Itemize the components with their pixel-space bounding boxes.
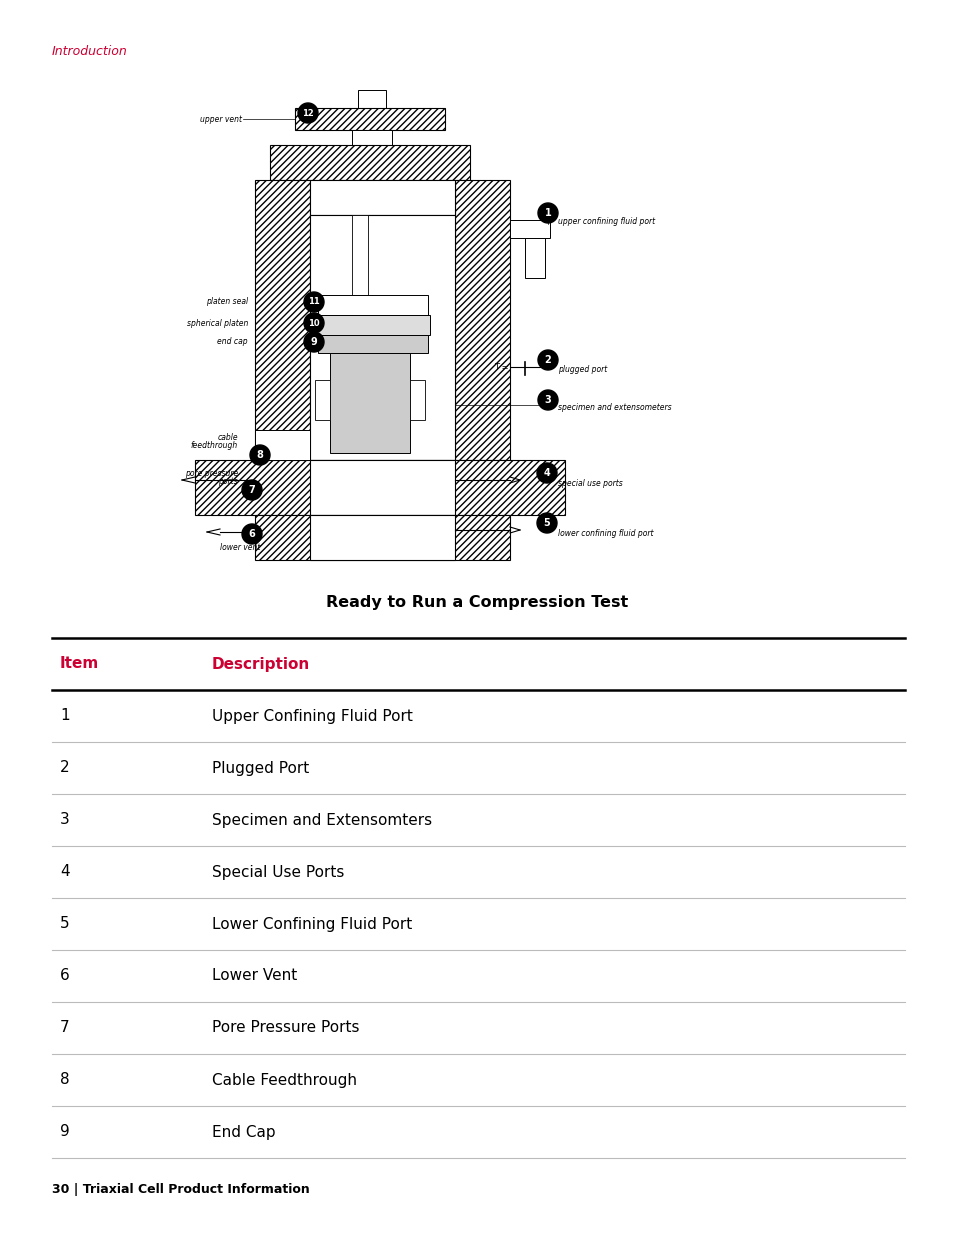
Text: 4: 4 xyxy=(543,468,550,478)
Text: 9: 9 xyxy=(60,1125,70,1140)
Text: 8: 8 xyxy=(60,1072,70,1088)
Circle shape xyxy=(537,390,558,410)
Text: plugged port: plugged port xyxy=(558,366,607,374)
Circle shape xyxy=(537,203,558,224)
Text: 4: 4 xyxy=(60,864,70,879)
Bar xyxy=(524,238,544,278)
Text: Introduction: Introduction xyxy=(52,44,128,58)
Bar xyxy=(317,335,428,353)
Text: upper vent: upper vent xyxy=(200,115,242,124)
Bar xyxy=(270,144,470,180)
Text: 3: 3 xyxy=(544,395,551,405)
Text: 7: 7 xyxy=(60,1020,70,1035)
Text: End Cap: End Cap xyxy=(212,1125,275,1140)
Text: Lower Confining Fluid Port: Lower Confining Fluid Port xyxy=(212,916,412,931)
Text: end cap: end cap xyxy=(217,337,248,347)
Circle shape xyxy=(304,291,324,312)
Bar xyxy=(294,107,444,130)
Text: 5: 5 xyxy=(543,517,550,529)
Text: 6: 6 xyxy=(249,529,255,538)
Bar xyxy=(254,180,310,459)
Text: Specimen and Extensomters: Specimen and Extensomters xyxy=(212,813,432,827)
Bar xyxy=(410,380,424,420)
Bar xyxy=(330,353,410,453)
Text: upper confining fluid port: upper confining fluid port xyxy=(558,217,655,226)
Text: 1: 1 xyxy=(60,709,70,724)
Text: Item: Item xyxy=(60,657,99,672)
Text: 2: 2 xyxy=(60,761,70,776)
Text: Cable Feedthrough: Cable Feedthrough xyxy=(212,1072,356,1088)
Text: 3: 3 xyxy=(60,813,70,827)
Text: Description: Description xyxy=(212,657,310,672)
Bar xyxy=(254,515,510,559)
Circle shape xyxy=(297,103,317,124)
Circle shape xyxy=(250,445,270,466)
Bar xyxy=(310,459,455,515)
Bar xyxy=(310,515,455,559)
Text: 11: 11 xyxy=(308,298,319,306)
Text: platen seal: platen seal xyxy=(206,298,248,306)
Text: lower confining fluid port: lower confining fluid port xyxy=(558,529,653,537)
Circle shape xyxy=(537,350,558,370)
Text: cable: cable xyxy=(217,432,237,441)
Bar xyxy=(254,430,310,459)
Bar xyxy=(314,315,430,335)
Text: Pore Pressure Ports: Pore Pressure Ports xyxy=(212,1020,359,1035)
Text: pore pressure: pore pressure xyxy=(185,469,237,478)
Text: 9: 9 xyxy=(311,337,317,347)
Text: 7: 7 xyxy=(249,485,255,495)
Circle shape xyxy=(242,524,262,543)
Bar xyxy=(317,295,428,315)
Text: special use ports: special use ports xyxy=(558,478,622,488)
Text: 30 | Triaxial Cell Product Information: 30 | Triaxial Cell Product Information xyxy=(52,1183,310,1197)
Bar xyxy=(310,180,455,215)
Bar xyxy=(310,215,455,459)
Bar xyxy=(357,90,386,107)
Circle shape xyxy=(537,463,557,483)
Circle shape xyxy=(537,513,557,534)
Text: 1: 1 xyxy=(544,207,551,219)
Bar xyxy=(510,220,550,238)
Circle shape xyxy=(304,332,324,352)
Text: 8: 8 xyxy=(256,450,263,459)
Text: 10: 10 xyxy=(308,319,319,327)
Text: Plugged Port: Plugged Port xyxy=(212,761,309,776)
Bar xyxy=(352,215,368,295)
Bar xyxy=(194,459,564,515)
Text: lower vent: lower vent xyxy=(219,542,260,552)
Text: specimen and extensometers: specimen and extensometers xyxy=(558,404,671,412)
Text: Lower Vent: Lower Vent xyxy=(212,968,297,983)
Text: 5: 5 xyxy=(60,916,70,931)
Text: feedthrough: feedthrough xyxy=(191,441,237,450)
Text: 12: 12 xyxy=(302,109,314,117)
Text: spherical platen: spherical platen xyxy=(187,319,248,327)
Bar xyxy=(352,130,392,144)
Circle shape xyxy=(242,480,262,500)
Bar xyxy=(455,180,510,459)
Text: 6: 6 xyxy=(60,968,70,983)
Text: Upper Confining Fluid Port: Upper Confining Fluid Port xyxy=(212,709,413,724)
Text: T =: T = xyxy=(494,363,509,373)
Text: ports: ports xyxy=(218,478,237,487)
Text: 2: 2 xyxy=(544,354,551,366)
Circle shape xyxy=(304,312,324,333)
Bar xyxy=(314,380,330,420)
Text: Ready to Run a Compression Test: Ready to Run a Compression Test xyxy=(326,595,627,610)
Text: Special Use Ports: Special Use Ports xyxy=(212,864,344,879)
